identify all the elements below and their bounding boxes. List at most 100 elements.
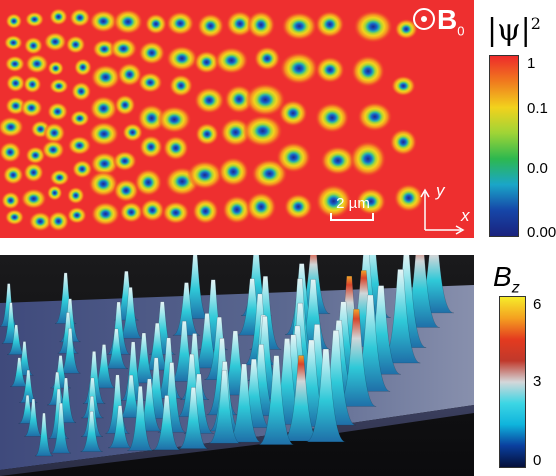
vortex-spot [0, 116, 24, 138]
vortex-spot [47, 210, 70, 232]
field-symbol: B [437, 4, 458, 35]
top-colorbar-title: |ψ|2 [487, 8, 541, 47]
vortex-spot [119, 201, 144, 223]
field-peak [107, 405, 133, 449]
vortex-spot [315, 184, 352, 219]
vortex-spot [166, 11, 195, 36]
field-indicator: B0 [413, 5, 464, 47]
field-peak [172, 282, 201, 336]
vortex-spot [49, 8, 68, 26]
vortex-spot [195, 122, 220, 146]
field-peak [0, 283, 18, 327]
vortex-spot [49, 169, 70, 187]
vortex-spot [73, 58, 92, 77]
top-colorbar-tick-4: 0.00 [527, 224, 556, 241]
vortex-spot [25, 53, 49, 74]
vortex-spot [23, 36, 44, 55]
bottom-colorbar-tick-bottom: 0 [533, 452, 542, 469]
vortex-spot [276, 141, 311, 173]
vortex-spot [253, 46, 281, 71]
field-peak [57, 312, 79, 354]
field-peak [34, 412, 54, 457]
vortex-spot [162, 201, 190, 225]
vortex-spot [43, 122, 66, 144]
vortex-spot [47, 60, 65, 76]
field-peak [10, 357, 29, 387]
vortex-spot [137, 104, 166, 133]
field-peak [258, 355, 295, 445]
vortex-spot [92, 39, 117, 59]
vortex-spot [139, 135, 163, 159]
vortex-spot [113, 178, 139, 203]
vortex-spot [3, 34, 23, 51]
vortex-spot [283, 193, 313, 220]
vortex-spot [89, 95, 118, 122]
vortex-spot [389, 128, 417, 156]
top-colorbar-tick-1: 1 [527, 55, 536, 72]
vortex-spot [69, 109, 90, 127]
field-peak [208, 369, 241, 444]
vortex-spot [245, 83, 286, 117]
vortex-spot [113, 9, 143, 35]
vortex-spot [88, 170, 119, 197]
vortex-spot [162, 135, 189, 161]
vortex-spot [315, 56, 345, 84]
vortex-spot [349, 141, 387, 177]
field-3d-render [0, 255, 474, 476]
bottom-colorbar-tick-mid: 3 [533, 373, 542, 390]
field-peak [106, 301, 131, 355]
axes-indicator [420, 188, 465, 235]
vortex-spot [71, 81, 92, 102]
vortex-spot [355, 187, 387, 216]
field-peak [105, 374, 130, 434]
vortex-spot [169, 74, 193, 97]
scale-bar-label: 2 µm [336, 195, 370, 212]
vortex-spot [320, 146, 356, 176]
vortex-spot [394, 18, 418, 40]
vortex-spot [138, 41, 166, 65]
vortex-density-image [0, 0, 474, 238]
vortex-spot [90, 64, 121, 90]
vortex-density-map: B0 2 µm y x [0, 0, 474, 238]
bottom-colorbar-tick-top: 6 [533, 296, 542, 313]
vortex-spot [89, 9, 118, 33]
vortex-spot [5, 13, 23, 30]
top-colorbar-superscript: 2 [530, 14, 541, 33]
vortex-spot [220, 118, 252, 147]
vortex-spot [226, 10, 254, 37]
field-peak [127, 386, 154, 451]
vortex-spot [393, 183, 424, 212]
vortex-spot [144, 13, 167, 35]
vortex-spot [88, 121, 120, 147]
field-peak [306, 348, 346, 443]
vortex-spot [90, 201, 121, 227]
vortex-spot [315, 102, 350, 133]
vortex-spot [4, 209, 25, 226]
vortex-spot [193, 50, 220, 74]
field-peak [118, 287, 143, 339]
vortex-spot [214, 46, 249, 75]
vortex-spot [278, 99, 308, 127]
vortex-spot [134, 168, 163, 197]
vortex-spot [357, 102, 393, 132]
vortex-spot [2, 165, 24, 185]
vortex-spot [69, 8, 91, 28]
top-colorbar [489, 55, 519, 237]
vortex-spot [43, 31, 67, 52]
vortex-spot [71, 159, 93, 179]
vortex-spot [187, 160, 223, 190]
vortex-spot [24, 11, 45, 28]
field-peak [48, 388, 69, 439]
vortex-spot [28, 211, 52, 232]
vortex-spot [117, 62, 143, 87]
bottom-colorbar [499, 296, 526, 468]
vortex-spot [67, 206, 87, 224]
field-peak [80, 411, 103, 452]
vortex-spot [0, 141, 22, 163]
field-peak [178, 387, 209, 449]
field-peak [59, 328, 81, 374]
vortex-spot [90, 151, 119, 176]
vortex-spot [66, 186, 85, 205]
vortex-spot [137, 72, 163, 93]
vortex-spot [25, 146, 46, 165]
